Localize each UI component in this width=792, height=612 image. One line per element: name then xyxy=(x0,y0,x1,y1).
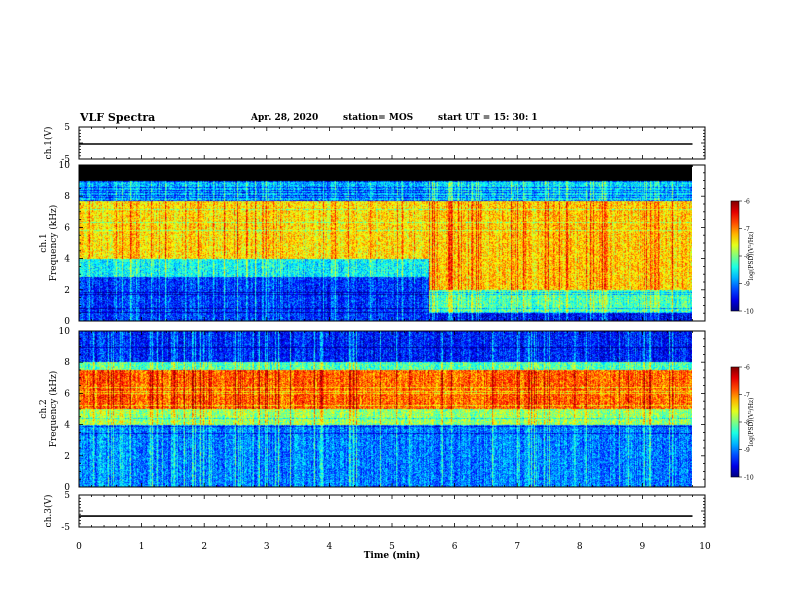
x-tick-label-1: 1 xyxy=(139,542,145,552)
start-time-label: start UT = 15: 30: 1 xyxy=(438,113,538,123)
y-tick-label-2-0: 0 xyxy=(64,483,70,493)
colorbar-tick-label-1-4: -10 xyxy=(744,309,754,316)
panel-frame-4 xyxy=(78,494,706,528)
date-label: Apr. 28, 2020 xyxy=(251,113,319,123)
colorbar-tick-label-1-0: -6 xyxy=(744,199,750,206)
x-tick-label-3: 3 xyxy=(264,542,270,552)
panel-frame-2 xyxy=(78,164,706,322)
panel-frame-1 xyxy=(78,126,706,160)
spectrogram-2-image xyxy=(79,165,692,321)
chart-title: VLF Spectra xyxy=(80,111,156,124)
y-axis-label-1-0: ch.1 xyxy=(39,233,49,252)
colorbar-tick-label-1-2: -8 xyxy=(744,254,750,261)
y-tick-label-1-4: 8 xyxy=(64,192,70,202)
y-tick-label-1-3: 6 xyxy=(64,223,70,233)
y-tick-label-0-1: -5 xyxy=(61,155,70,165)
y-tick-label-1-0: 0 xyxy=(64,317,70,327)
y-tick-label-3-1: -5 xyxy=(61,523,70,533)
colorbar-tick-label-2-2: -8 xyxy=(744,420,750,427)
y-axis-label-3: ch.3(V) xyxy=(43,495,54,528)
x-tick-label-10: 10 xyxy=(699,542,711,552)
y-tick-label-3-0: 5 xyxy=(64,491,70,501)
station-label: station= MOS xyxy=(343,113,414,123)
x-tick-label-6: 6 xyxy=(452,542,458,552)
y-tick-label-2-2: 4 xyxy=(64,421,70,431)
colorbar-tick-label-2-3: -9 xyxy=(744,447,750,454)
y-tick-label-0-0: 5 xyxy=(64,123,70,133)
x-tick-label-5: 5 xyxy=(389,542,395,552)
y-axis-label-1-1: Frequency (kHz) xyxy=(48,205,59,282)
y-axis-label-2-0: ch.2 xyxy=(39,399,49,418)
spectrogram-3 xyxy=(79,331,692,487)
colorbar-tick-label-1-1: -7 xyxy=(744,226,750,233)
colorbar-2 xyxy=(730,366,740,478)
spectrogram-3-image xyxy=(79,331,692,487)
colorbar-label-2: log(PSD)(V²/Hz) xyxy=(748,398,755,447)
y-axis-label-2-1: Frequency (kHz) xyxy=(48,371,59,448)
y-tick-label-2-1: 2 xyxy=(64,452,70,462)
colorbar-1 xyxy=(730,200,740,312)
y-tick-label-1-2: 4 xyxy=(64,255,70,265)
x-tick-label-9: 9 xyxy=(640,542,646,552)
x-tick-label-2: 2 xyxy=(201,542,207,552)
x-tick-label-8: 8 xyxy=(577,542,583,552)
y-axis-label-0: ch.1(V) xyxy=(43,127,54,160)
colorbar-tick-label-2-4: -10 xyxy=(744,475,754,482)
y-tick-label-2-3: 6 xyxy=(64,389,70,399)
y-tick-label-1-1: 2 xyxy=(64,286,70,296)
y-tick-label-2-4: 8 xyxy=(64,358,70,368)
colorbar-tick-label-2-0: -6 xyxy=(744,365,750,372)
y-tick-label-2-5: 10 xyxy=(59,327,71,337)
x-tick-label-4: 4 xyxy=(327,542,333,552)
panel-frame-3 xyxy=(78,330,706,488)
x-axis-label: Time (min) xyxy=(364,550,421,561)
colorbar-label-1: log(PSD)(V²/Hz) xyxy=(748,232,755,281)
x-tick-label-7: 7 xyxy=(514,542,520,552)
spectrogram-2 xyxy=(79,165,692,321)
colorbar-tick-label-1-3: -9 xyxy=(744,281,750,288)
colorbar-tick-label-2-1: -7 xyxy=(744,392,750,399)
y-tick-label-1-5: 10 xyxy=(59,161,71,171)
x-tick-label-0: 0 xyxy=(76,542,82,552)
